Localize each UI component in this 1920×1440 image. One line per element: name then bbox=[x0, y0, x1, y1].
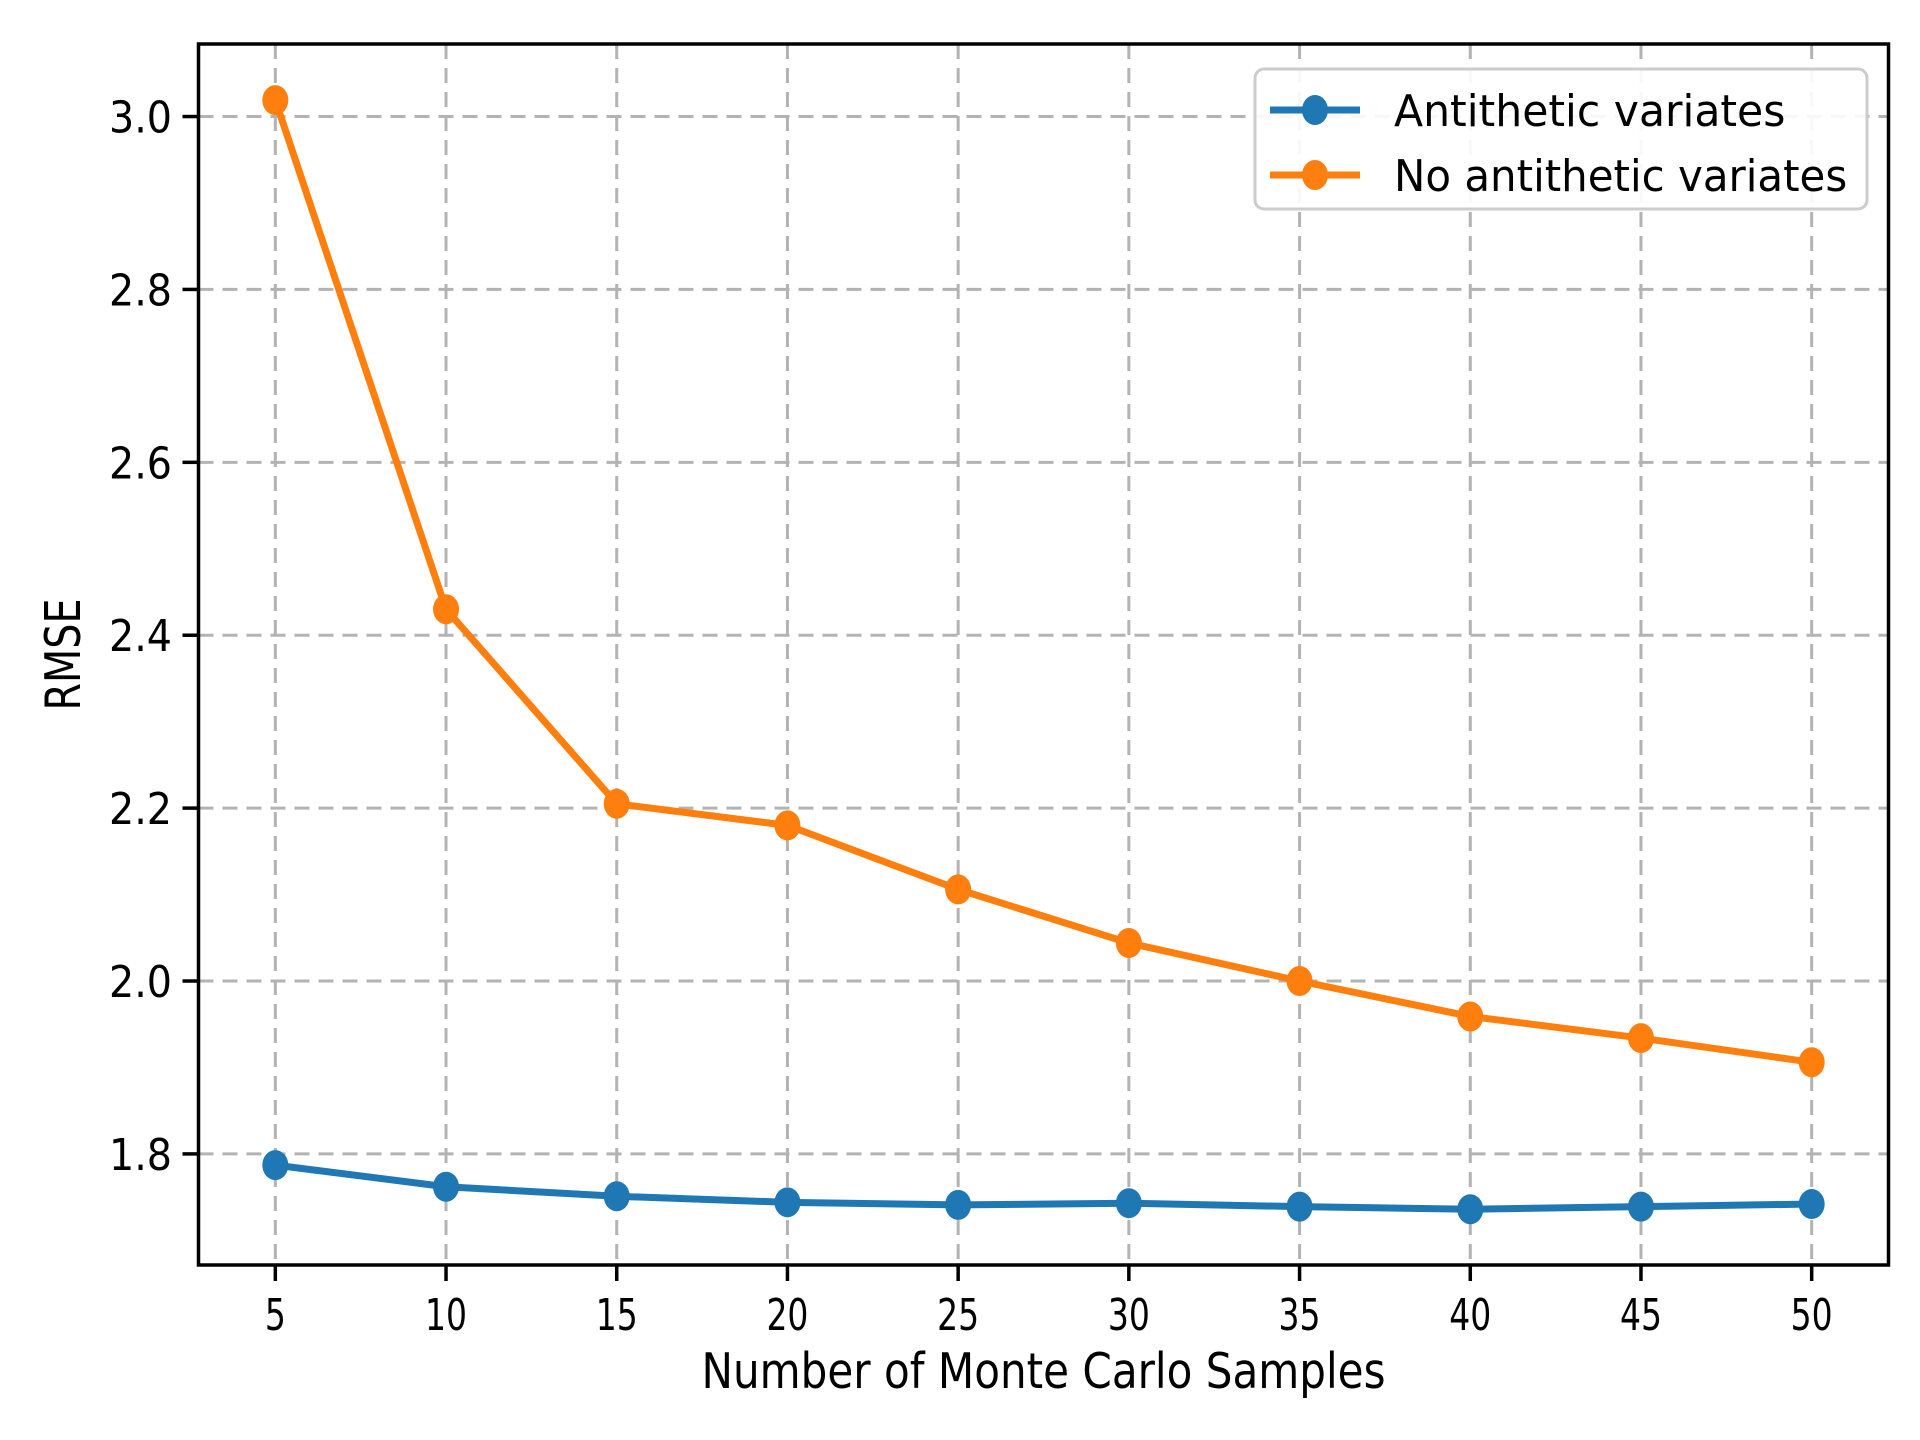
grid-layer bbox=[198, 44, 1889, 1265]
x-tick-label-10: 10 bbox=[425, 1290, 467, 1341]
axes-frame bbox=[196, 42, 1891, 1267]
legend-box bbox=[1253, 67, 1869, 211]
series-0-marker-x25 bbox=[945, 1189, 972, 1220]
legend-label-no-antithetic: No antithetic variates bbox=[1394, 151, 1847, 202]
x-tick-label-40: 40 bbox=[1449, 1290, 1491, 1341]
series-0-marker-x30 bbox=[1115, 1188, 1142, 1219]
series-1-marker-x30 bbox=[1115, 927, 1142, 958]
series-1-marker-x15 bbox=[603, 788, 630, 819]
x-tick-label-50: 50 bbox=[1791, 1290, 1833, 1341]
series-line-0 bbox=[271, 1161, 1816, 1213]
series-0-marker-x40 bbox=[1457, 1194, 1484, 1225]
series-0-marker-x5 bbox=[262, 1150, 289, 1181]
series-0-marker-x20 bbox=[774, 1187, 801, 1218]
legend-item-antithetic: Antithetic variates bbox=[1270, 86, 1785, 137]
series-1-marker-x5 bbox=[262, 85, 289, 116]
x-tick-label-35: 35 bbox=[1279, 1290, 1321, 1341]
y-tick-label-2.8: 2.8 bbox=[109, 265, 172, 316]
x-tick-label-15: 15 bbox=[596, 1290, 638, 1341]
legend-label-antithetic: Antithetic variates bbox=[1394, 86, 1785, 137]
y-tick-label-2: 2.0 bbox=[109, 957, 172, 1008]
x-tick-label-25: 25 bbox=[937, 1290, 979, 1341]
series-1-marker-x50 bbox=[1798, 1047, 1825, 1078]
y-tick-label-3: 3.0 bbox=[109, 93, 172, 144]
series-0-marker-x35 bbox=[1286, 1191, 1313, 1222]
series-1-marker-x45 bbox=[1627, 1023, 1654, 1054]
series-0-marker-x45 bbox=[1627, 1191, 1654, 1222]
y-axis-label: RMSE bbox=[35, 599, 92, 711]
legend-marker-no-antithetic bbox=[1302, 160, 1328, 190]
x-tick-label-30: 30 bbox=[1108, 1290, 1150, 1341]
series-1-marker-x40 bbox=[1457, 1001, 1484, 1032]
legend-item-no-antithetic: No antithetic variates bbox=[1270, 151, 1847, 202]
series-1-marker-x25 bbox=[945, 874, 972, 905]
y-tick-label-2.2: 2.2 bbox=[109, 784, 172, 835]
x-axis-label: Number of Monte Carlo Samples bbox=[702, 1343, 1386, 1400]
series-layer bbox=[262, 85, 1825, 1225]
x-tick-label-5: 5 bbox=[265, 1290, 286, 1341]
series-line-1 bbox=[271, 96, 1816, 1066]
legend-marker-antithetic bbox=[1302, 95, 1328, 125]
series-1-marker-x35 bbox=[1286, 966, 1313, 997]
series-1-marker-x20 bbox=[774, 810, 801, 841]
legend: Antithetic variates No antithetic variat… bbox=[1253, 67, 1869, 211]
series-0-marker-x15 bbox=[603, 1181, 630, 1212]
x-tick-label-45: 45 bbox=[1620, 1290, 1662, 1341]
x-tick-label-20: 20 bbox=[766, 1290, 808, 1341]
series-0-marker-x10 bbox=[433, 1171, 460, 1202]
series-0-marker-x50 bbox=[1798, 1189, 1825, 1220]
series-1-marker-x10 bbox=[433, 594, 460, 625]
y-tick-label-1.8: 1.8 bbox=[109, 1130, 172, 1181]
axes-layer: 5 10 15 20 25 30 35 40 45 50 1.8 2.0 2.2 2.4 2.6 2.8 3.0 bbox=[109, 42, 1891, 1341]
y-tick-label-2.4: 2.4 bbox=[109, 611, 172, 662]
y-tick-label-2.6: 2.6 bbox=[109, 438, 172, 489]
